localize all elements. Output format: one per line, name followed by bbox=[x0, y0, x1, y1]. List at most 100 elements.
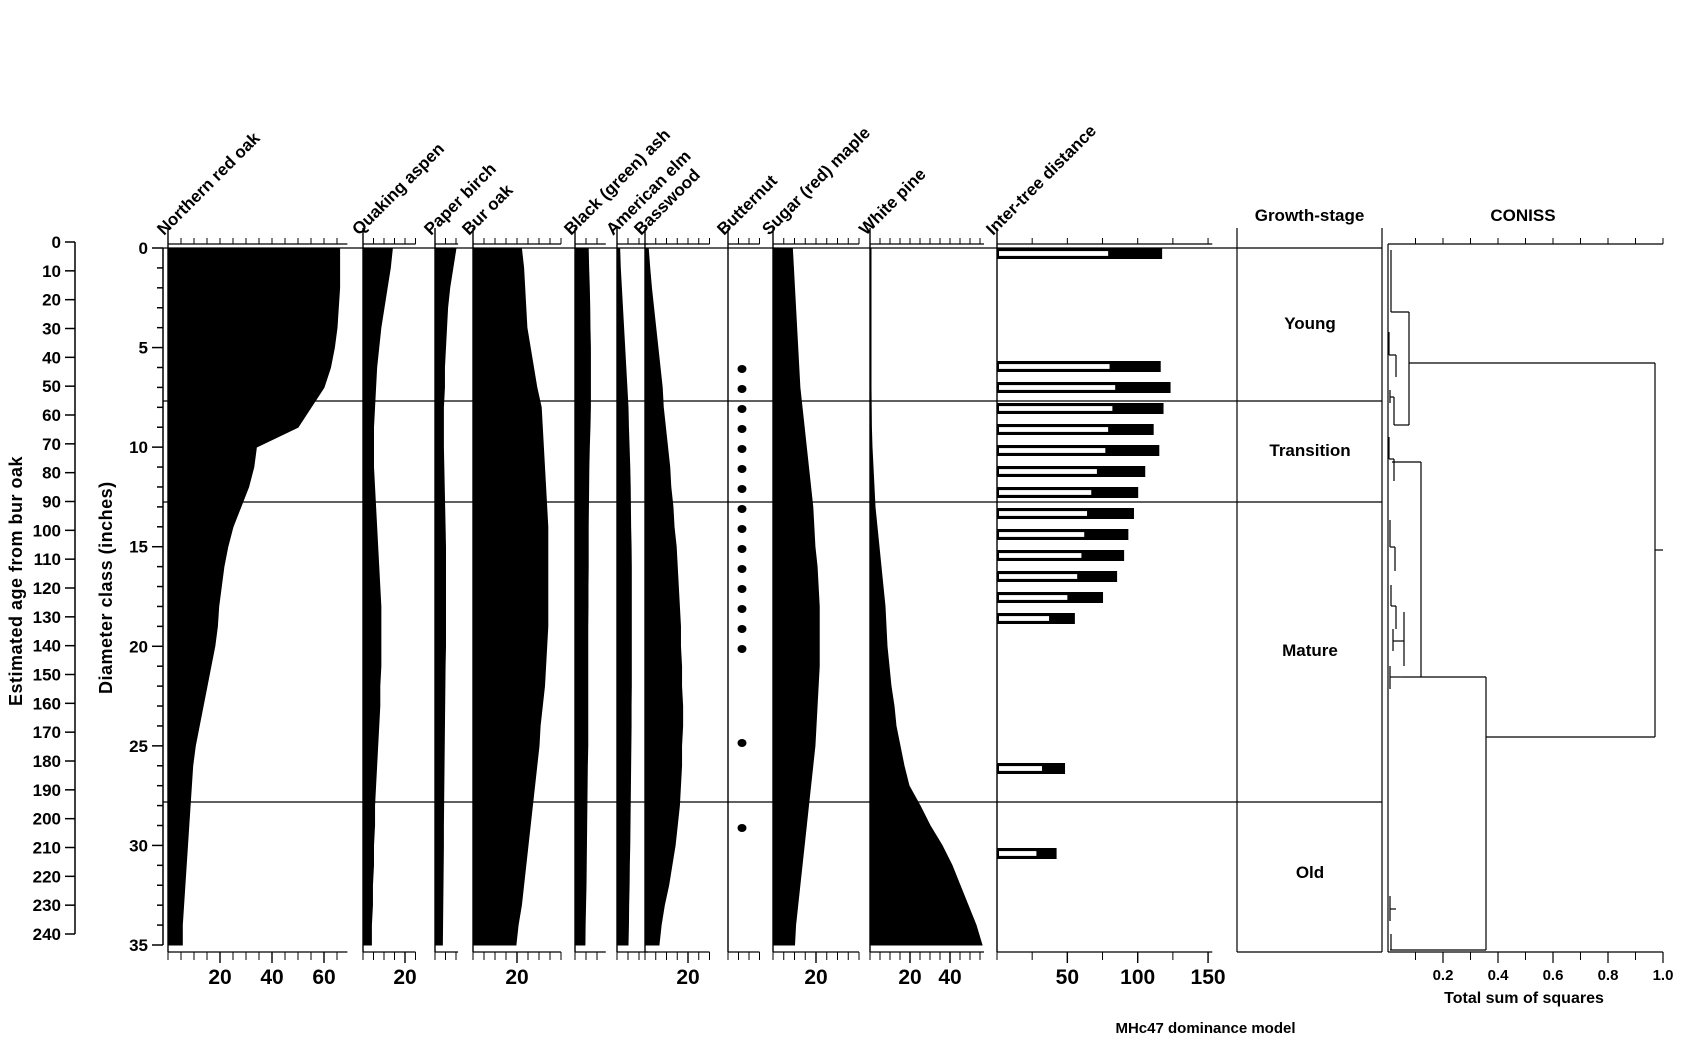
abundance-silhouette bbox=[434, 247, 457, 946]
age-axis-tick-label: 190 bbox=[33, 781, 61, 800]
intertree-bottom-tick-label: 100 bbox=[1120, 966, 1155, 989]
species-bottom-tick-label: 20 bbox=[804, 966, 827, 989]
intertree-label: Inter-tree distance bbox=[982, 121, 1100, 239]
presence-dot bbox=[737, 445, 747, 453]
abundance-silhouette bbox=[574, 247, 591, 946]
presence-dot bbox=[737, 485, 747, 493]
species-bottom-tick-label: 20 bbox=[898, 966, 921, 989]
intertree-bar-white bbox=[999, 616, 1050, 621]
presence-dot bbox=[737, 465, 747, 473]
presence-dot bbox=[737, 605, 747, 613]
coniss-bottom-tick-label: 0.2 bbox=[1433, 967, 1454, 984]
coniss-bottom-tick-label: 1.0 bbox=[1653, 967, 1674, 984]
age-axis-tick-label: 130 bbox=[33, 608, 61, 627]
growth-stage-header: Growth-stage bbox=[1254, 206, 1365, 225]
zone-label-mature: Mature bbox=[1282, 641, 1338, 660]
presence-dot bbox=[737, 505, 747, 513]
diameter-axis-tick-label: 30 bbox=[129, 836, 148, 855]
age-axis-tick-label: 70 bbox=[42, 435, 61, 454]
presence-dot bbox=[737, 739, 747, 747]
age-axis-tick-label: 30 bbox=[42, 320, 61, 339]
coniss-header: CONISS bbox=[1490, 206, 1556, 225]
diameter-axis-tick-label: 25 bbox=[129, 737, 148, 756]
coniss-bottom-tick-label: 0.4 bbox=[1488, 967, 1510, 984]
species-bottom-tick-label: 20 bbox=[393, 966, 416, 989]
age-axis-tick-label: 140 bbox=[33, 637, 61, 656]
age-axis-tick-label: 200 bbox=[33, 810, 61, 829]
intertree-bar-white bbox=[999, 448, 1106, 453]
intertree-bar-white bbox=[999, 406, 1113, 411]
age-axis-tick-label: 230 bbox=[33, 896, 61, 915]
intertree-bar-white bbox=[999, 532, 1085, 537]
diameter-axis-tick-label: 5 bbox=[139, 339, 148, 358]
abundance-silhouette bbox=[167, 247, 341, 946]
diameter-axis-tick-label: 0 bbox=[139, 239, 148, 258]
species-label: Northern red oak bbox=[153, 128, 264, 239]
age-axis-tick-label: 90 bbox=[42, 493, 61, 512]
intertree-bar-white bbox=[999, 766, 1043, 771]
presence-dot bbox=[737, 545, 747, 553]
age-axis-tick-label: 60 bbox=[42, 406, 61, 425]
species-label: White pine bbox=[855, 165, 929, 239]
zone-label-young: Young bbox=[1284, 314, 1336, 333]
presence-dot bbox=[737, 585, 747, 593]
diameter-axis-tick-label: 10 bbox=[129, 438, 148, 457]
age-axis-tick-label: 240 bbox=[33, 925, 61, 944]
presence-dot bbox=[737, 405, 747, 413]
intertree-bar-white bbox=[999, 553, 1082, 558]
intertree-bar-white bbox=[999, 574, 1078, 579]
coniss-bottom-tick-label: 0.6 bbox=[1543, 967, 1564, 984]
diameter-axis-tick-label: 35 bbox=[129, 936, 148, 955]
abundance-silhouette bbox=[472, 247, 549, 946]
intertree-bar-white bbox=[999, 595, 1068, 600]
diameter-axis-label: Diameter class (inches) bbox=[96, 481, 116, 694]
intertree-bar-white bbox=[999, 251, 1109, 256]
age-axis-tick-label: 110 bbox=[34, 550, 61, 569]
presence-dot bbox=[737, 425, 747, 433]
age-axis-tick-label: 0 bbox=[52, 233, 61, 252]
species-bottom-tick-label: 40 bbox=[938, 966, 961, 989]
model-caption: MHc47 dominance model bbox=[1115, 1020, 1296, 1037]
age-axis-tick-label: 20 bbox=[42, 291, 61, 310]
species-bottom-tick-label: 60 bbox=[312, 966, 335, 989]
presence-dot bbox=[737, 365, 747, 373]
intertree-bar-white bbox=[999, 385, 1116, 390]
intertree-bar-white bbox=[999, 427, 1109, 432]
abundance-silhouette bbox=[362, 247, 393, 946]
presence-dot bbox=[737, 385, 747, 393]
age-axis-tick-label: 210 bbox=[33, 839, 61, 858]
coniss-bottom-tick-label: 0.8 bbox=[1598, 967, 1619, 984]
species-bottom-tick-label: 20 bbox=[676, 966, 699, 989]
presence-dot bbox=[737, 565, 747, 573]
presence-dot bbox=[737, 625, 747, 633]
age-axis-tick-label: 150 bbox=[33, 666, 61, 685]
intertree-bar-white bbox=[999, 364, 1110, 369]
age-axis-label: Estimated age from bur oak bbox=[6, 455, 26, 706]
age-axis-tick-label: 100 bbox=[33, 521, 61, 540]
abundance-silhouette bbox=[644, 247, 684, 946]
species-bottom-tick-label: 20 bbox=[208, 966, 231, 989]
intertree-bar-white bbox=[999, 511, 1088, 516]
age-axis-tick-label: 40 bbox=[42, 348, 61, 367]
species-bottom-tick-label: 20 bbox=[505, 966, 528, 989]
abundance-silhouette bbox=[772, 247, 820, 946]
age-axis-tick-label: 120 bbox=[33, 579, 61, 598]
age-axis-tick-label: 160 bbox=[33, 694, 61, 713]
coniss-x-axis-label: Total sum of squares bbox=[1444, 990, 1604, 1007]
intertree-bottom-tick-label: 150 bbox=[1191, 966, 1226, 989]
presence-dot bbox=[737, 824, 747, 832]
abundance-silhouette bbox=[616, 247, 632, 946]
age-axis-tick-label: 180 bbox=[33, 752, 61, 771]
age-axis-tick-label: 80 bbox=[42, 464, 61, 483]
intertree-bar-white bbox=[999, 490, 1092, 495]
age-axis-tick-label: 220 bbox=[33, 867, 61, 886]
intertree-bottom-tick-label: 50 bbox=[1056, 966, 1079, 989]
diameter-axis-tick-label: 15 bbox=[129, 538, 148, 557]
presence-dot bbox=[737, 525, 747, 533]
presence-dot bbox=[737, 645, 747, 653]
intertree-bar-white bbox=[999, 469, 1097, 474]
abundance-silhouette bbox=[869, 247, 983, 946]
zone-label-old: Old bbox=[1295, 863, 1325, 882]
